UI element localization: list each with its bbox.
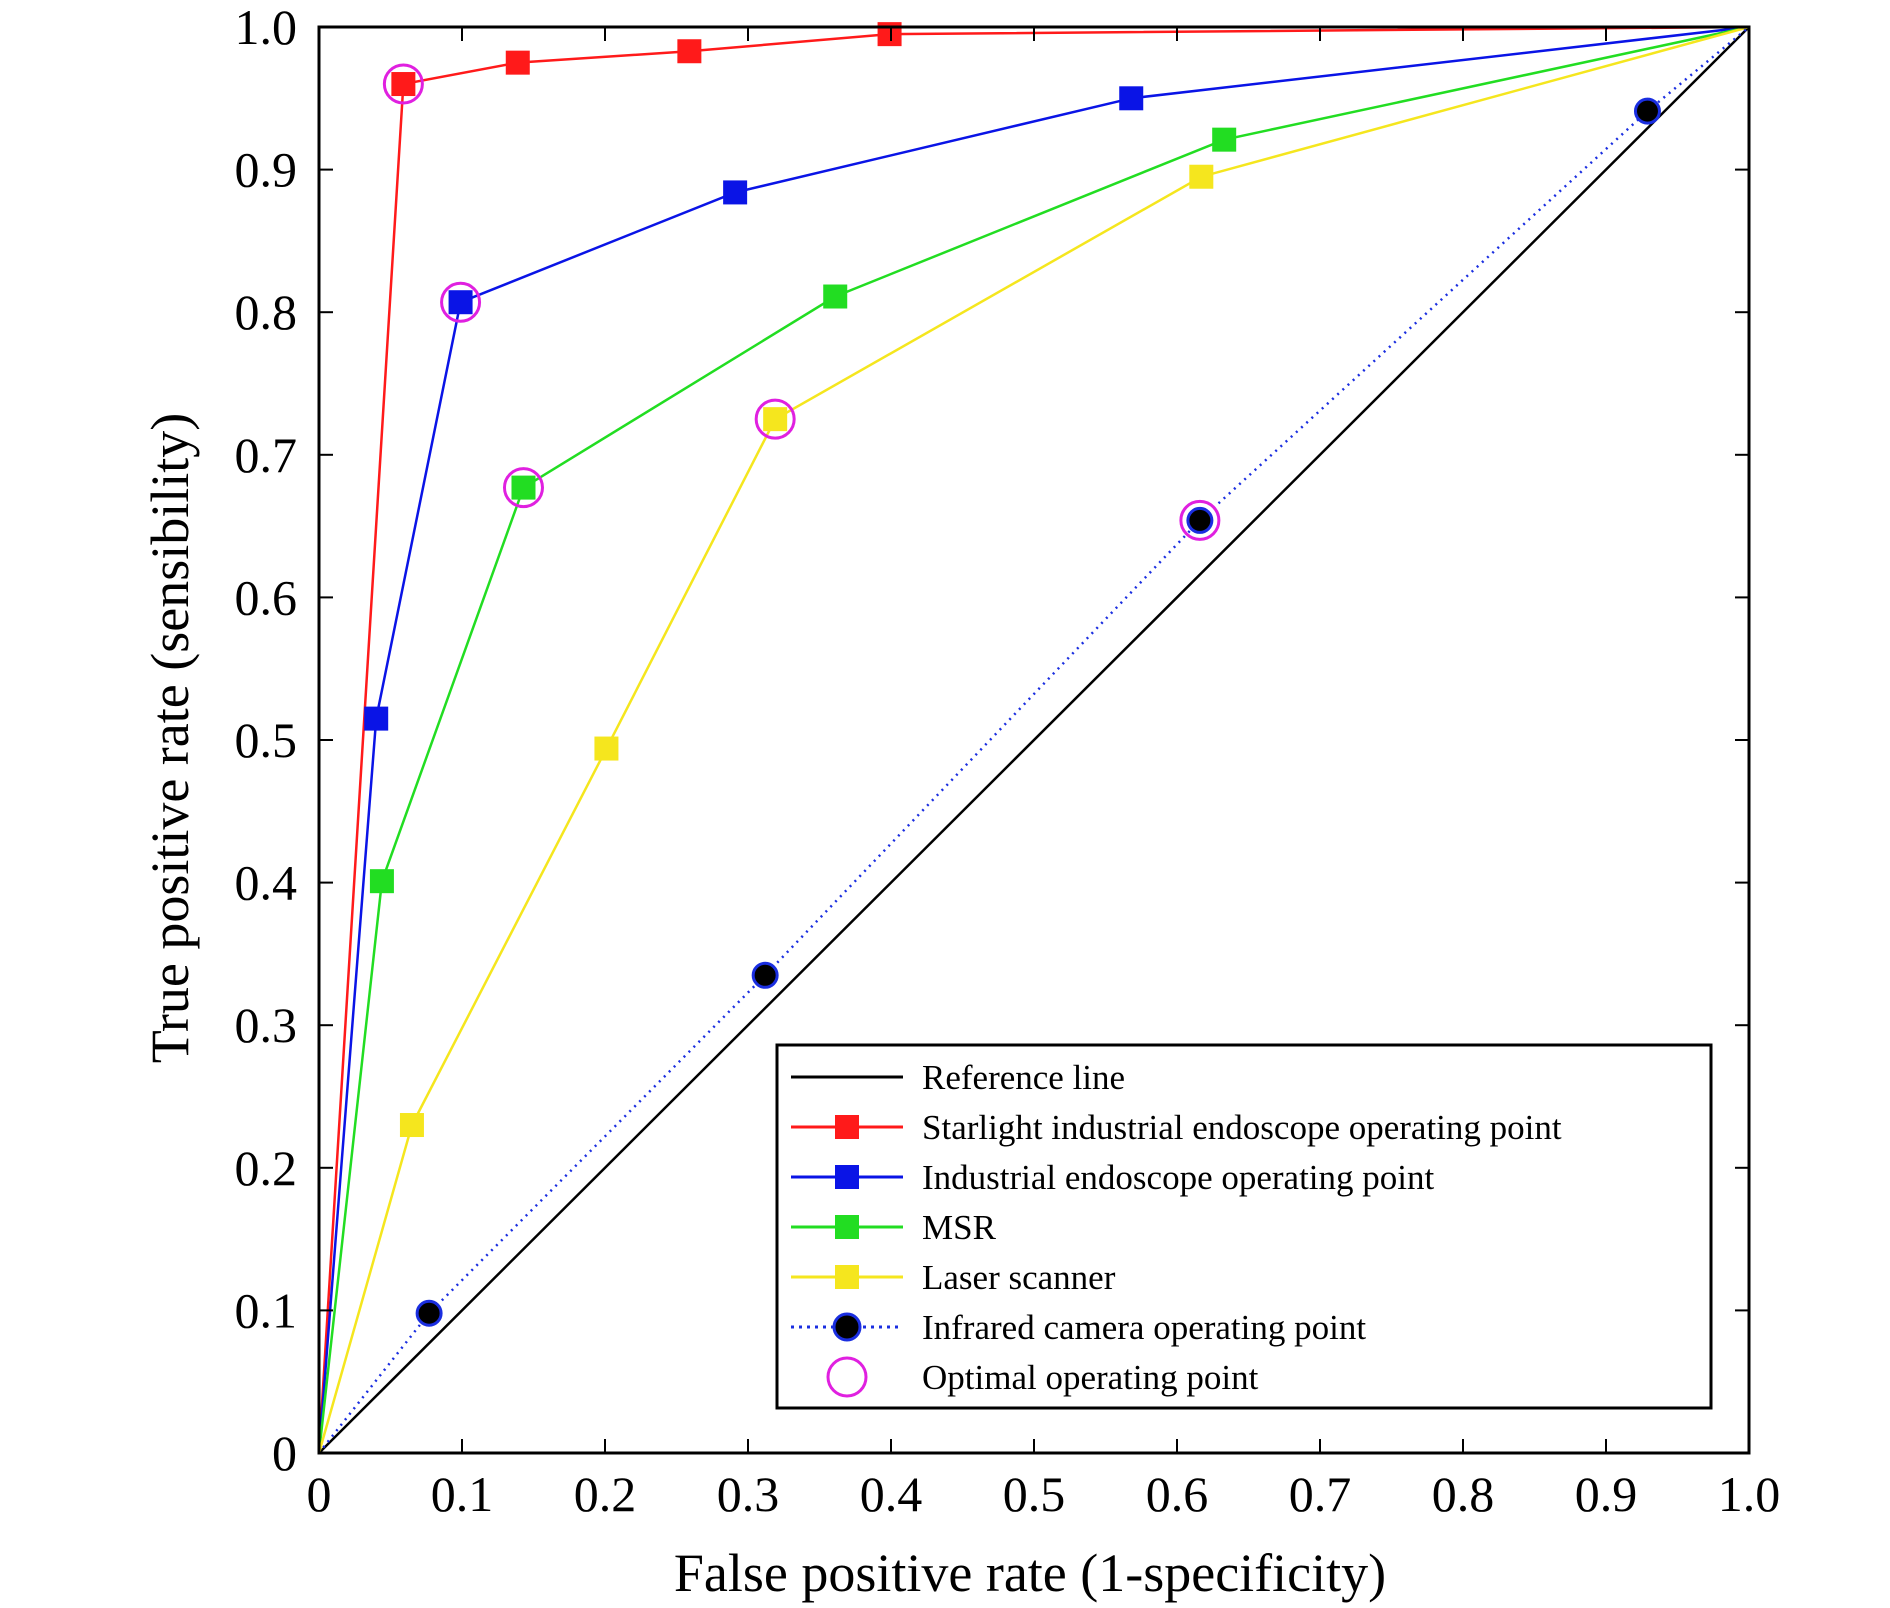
y-tick-label: 0.3 <box>235 997 298 1053</box>
x-tick-label: 0 <box>307 1466 332 1522</box>
x-axis: 0 0.1 0.2 0.3 0.4 0.5 0.6 0.7 0.8 0.9 1.0 <box>307 27 1781 1522</box>
optimal-operating-point-marker <box>382 63 424 105</box>
x-tick-label: 1.0 <box>1718 1466 1781 1522</box>
starlight-industrial-endoscope-operating-point-point <box>677 39 702 64</box>
infrared-camera-operating-point-line <box>318 26 1750 1454</box>
x-tick-label: 0.7 <box>1289 1466 1352 1522</box>
x-tick-label: 0.3 <box>717 1466 780 1522</box>
y-tick-label: 1.0 <box>235 0 298 55</box>
laser-scanner-point <box>399 1113 424 1138</box>
legend-item-msr-label: MSR <box>922 1208 997 1247</box>
laser-scanner-point <box>594 736 619 761</box>
legend-item-optimal-operating-point-label: Optimal operating point <box>922 1358 1259 1397</box>
laser-scanner-point <box>1189 164 1214 189</box>
y-tick-label: 0.8 <box>235 284 298 340</box>
y-tick-label: 0.9 <box>235 142 298 198</box>
optimal-operating-point-marker <box>1179 499 1221 541</box>
legend-item-optimal-operating-point-marker <box>826 1356 868 1398</box>
starlight-industrial-endoscope-operating-point-point <box>391 72 416 97</box>
infrared-camera-operating-point-point <box>1633 97 1661 125</box>
y-tick-label: 0.1 <box>235 1282 298 1338</box>
x-tick-label: 0.5 <box>1003 1466 1066 1522</box>
y-axis: 0 0.1 0.2 0.3 0.4 0.5 0.6 0.7 0.8 0.9 1.0 <box>235 0 1749 1481</box>
laser-scanner-line <box>317 25 1750 1454</box>
legend: Reference line Starlight industrial endos… <box>775 1043 1713 1410</box>
msr-point <box>511 475 536 500</box>
starlight-industrial-endoscope-operating-point-line <box>317 25 1750 1454</box>
starlight-industrial-endoscope-operating-point-point <box>505 50 530 75</box>
industrial-endoscope-operating-point-point <box>1119 86 1144 111</box>
optimal-operating-point-marker <box>440 281 482 323</box>
msr-point <box>823 284 848 309</box>
x-tick-label: 0.8 <box>1432 1466 1495 1522</box>
legend-item-laser-scanner-marker <box>835 1265 859 1289</box>
series-layer <box>317 22 1750 1454</box>
laser-scanner-point <box>763 407 788 432</box>
y-axis-title: True positive rate (sensibility) <box>140 413 200 1063</box>
legend-item-infrared-camera-operating-point-marker <box>832 1312 862 1342</box>
legend-item-infrared-camera-operating-point-label: Infrared camera operating point <box>922 1308 1366 1347</box>
legend-item-industrial-endoscope-operating-point-label: Industrial endoscope operating point <box>922 1158 1435 1197</box>
msr-line <box>317 25 1750 1454</box>
legend-item-laser-scanner-label: Laser scanner <box>922 1258 1116 1297</box>
legend-item-industrial-endoscope-operating-point-marker <box>835 1165 859 1189</box>
optimal-operating-point-marker <box>754 398 796 440</box>
x-tick-label: 0.2 <box>574 1466 637 1522</box>
industrial-endoscope-operating-point-line <box>317 25 1750 1454</box>
reference-line <box>318 26 1750 1454</box>
optimal-operating-point-marker <box>502 467 544 509</box>
x-tick-label: 0.6 <box>1146 1466 1209 1522</box>
x-tick-label: 0.9 <box>1575 1466 1638 1522</box>
industrial-endoscope-operating-point-point <box>364 706 389 731</box>
y-tick-label: 0.7 <box>235 427 298 483</box>
x-tick-label: 0.4 <box>860 1466 923 1522</box>
x-axis-title: False positive rate (1-specificity) <box>674 1543 1386 1603</box>
y-tick-label: 0.2 <box>235 1140 298 1196</box>
y-tick-label: 0 <box>272 1425 297 1481</box>
legend-item-msr-marker <box>835 1215 859 1239</box>
infrared-camera-operating-point-point <box>1186 506 1214 534</box>
msr-point <box>369 869 394 894</box>
legend-item-reference-line-label: Reference line <box>922 1058 1125 1097</box>
infrared-camera-operating-point-point <box>751 961 779 989</box>
x-tick-label: 0.1 <box>431 1466 494 1522</box>
infrared-camera-operating-point-point <box>415 1299 443 1327</box>
legend-item-starlight-industrial-endoscope-operating-point-marker <box>835 1115 859 1139</box>
industrial-endoscope-operating-point-point <box>448 290 473 315</box>
legend-item-starlight-industrial-endoscope-operating-point-label: Starlight industrial endoscope operating… <box>922 1108 1562 1147</box>
msr-point <box>1212 127 1237 152</box>
y-tick-label: 0.5 <box>235 712 298 768</box>
legend-box <box>775 1043 1713 1410</box>
y-tick-label: 0.4 <box>235 855 298 911</box>
industrial-endoscope-operating-point-point <box>723 180 748 205</box>
y-tick-label: 0.6 <box>235 569 298 625</box>
